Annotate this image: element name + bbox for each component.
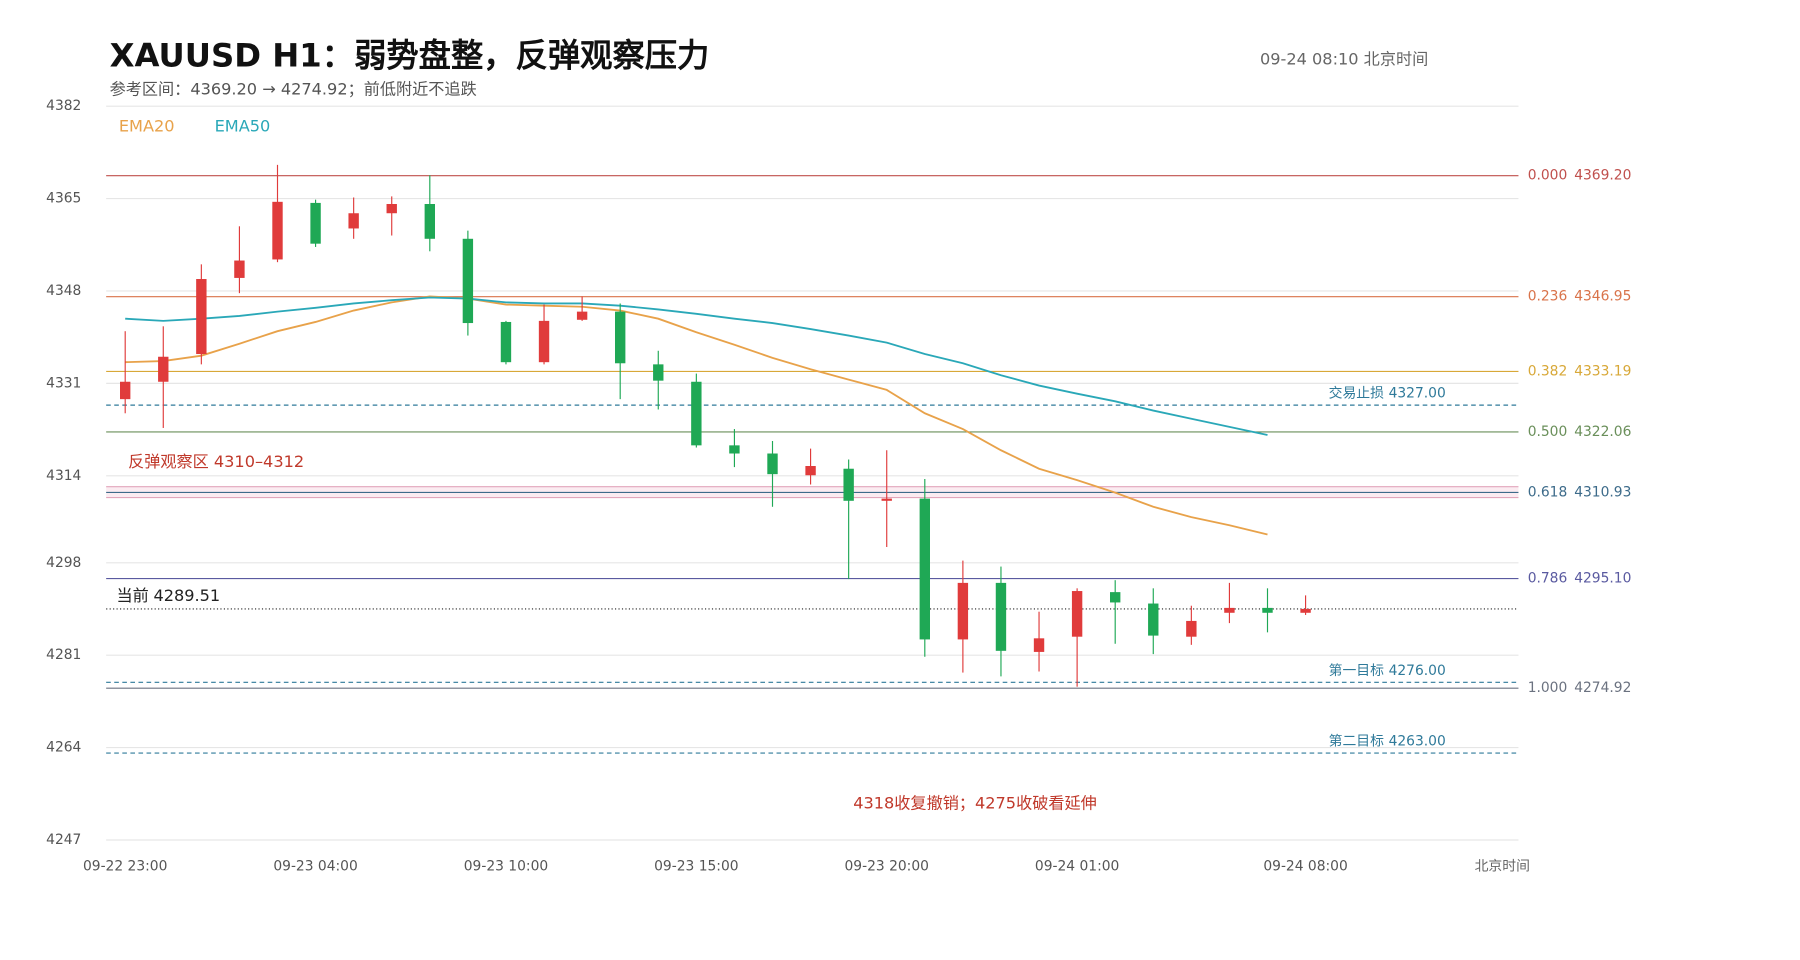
y-tick-label: 4298 xyxy=(46,555,81,571)
candle-body xyxy=(1110,592,1121,603)
candle-body xyxy=(272,201,283,260)
fib-ratio: 0.618 xyxy=(1528,484,1568,500)
candle-body xyxy=(348,213,359,229)
legend-entry: EMA50 xyxy=(215,116,271,135)
fib-price: 4333.19 xyxy=(1574,363,1631,379)
candle-body xyxy=(957,582,969,640)
zone-label: 反弹观察区 4310–4312 xyxy=(128,452,304,471)
legend-entry: EMA20 xyxy=(119,116,175,135)
candle-body xyxy=(386,204,397,214)
y-tick-label: 4247 xyxy=(46,832,81,848)
x-tick-label: 09-22 23:00 xyxy=(83,859,167,875)
fib-price: 4274.92 xyxy=(1574,680,1631,696)
y-tick-label: 4382 xyxy=(46,98,81,114)
trade-level-price: 4263.00 xyxy=(1389,733,1446,749)
candle-body xyxy=(653,364,664,381)
x-tick-label: 09-23 10:00 xyxy=(464,859,548,875)
candle-body xyxy=(310,202,321,244)
y-tick-label: 4264 xyxy=(46,740,81,756)
y-tick-label: 4331 xyxy=(46,375,81,391)
fib-ratio: 0.786 xyxy=(1528,571,1568,587)
candle-body xyxy=(576,311,588,320)
trade-level-label: 第二目标 4263.00 xyxy=(1329,732,1446,749)
candle-body xyxy=(691,381,702,446)
y-tick-label: 4314 xyxy=(46,468,81,484)
candle-body xyxy=(881,498,892,501)
trade-level-name: 交易止损 xyxy=(1329,385,1384,402)
candle-body xyxy=(158,356,169,382)
fib-label: 0.618 4310.93 xyxy=(1528,484,1632,500)
fib-label: 1.000 4274.92 xyxy=(1528,680,1632,696)
trade-level-price: 4327.00 xyxy=(1389,386,1446,402)
candle-body xyxy=(424,204,435,239)
fib-price: 4295.10 xyxy=(1574,571,1631,587)
y-tick-label: 4281 xyxy=(46,647,81,663)
candle-body xyxy=(1224,607,1235,613)
candle-body xyxy=(1186,620,1197,637)
candle-body xyxy=(120,381,131,400)
x-tick-label: 09-24 08:00 xyxy=(1263,859,1347,875)
candle-body xyxy=(1033,638,1045,652)
x-tick-label: 09-23 20:00 xyxy=(845,859,929,875)
fib-label: 0.000 4369.20 xyxy=(1528,168,1632,184)
fib-price: 4322.06 xyxy=(1574,424,1631,440)
candle-body xyxy=(1300,608,1311,613)
fib-label: 0.236 4346.95 xyxy=(1528,289,1632,305)
fib-ratio: 1.000 xyxy=(1528,680,1568,696)
ema-line xyxy=(125,295,1268,536)
candle-body xyxy=(843,468,854,501)
y-tick-label: 4365 xyxy=(46,191,81,207)
current-price-label: 当前 4289.51 xyxy=(117,586,221,605)
chart-subtitle: 参考区间：4369.20 → 4274.92；前低附近不追跌 xyxy=(110,80,477,99)
note: 4318收复撤销；4275收破看延伸 xyxy=(853,794,1097,813)
candle-body xyxy=(1262,607,1273,613)
candle-body xyxy=(234,260,245,278)
trade-level-name: 第二目标 xyxy=(1329,732,1384,749)
timestamp: 09-24 08:10 北京时间 xyxy=(1260,50,1428,69)
candle-body xyxy=(615,311,626,364)
candle-body xyxy=(919,498,930,640)
candle-body xyxy=(1148,603,1159,636)
fib-ratio: 0.236 xyxy=(1528,289,1568,305)
fib-price: 4346.95 xyxy=(1574,289,1631,305)
x-tick-label: 09-23 04:00 xyxy=(273,859,357,875)
candle-body xyxy=(1071,591,1083,637)
candle-body xyxy=(538,320,550,363)
candle-body xyxy=(462,238,474,324)
current-value: 4289.51 xyxy=(153,586,220,605)
x-tick-label: 09-24 01:00 xyxy=(1035,859,1119,875)
chart-title: XAUUSD H1：弱势盘整，反弹观察压力 xyxy=(110,37,710,75)
candle-body xyxy=(729,445,740,454)
y-tick-label: 4348 xyxy=(46,283,81,299)
candle-body xyxy=(767,453,778,475)
x-tick-label: 09-23 15:00 xyxy=(654,859,738,875)
candle-body xyxy=(805,466,816,476)
x-axis-unit: 北京时间 xyxy=(1475,859,1530,875)
candle-body xyxy=(500,321,512,363)
current-name: 当前 xyxy=(117,586,149,605)
ema-line xyxy=(125,296,1268,436)
fib-price: 4369.20 xyxy=(1574,168,1631,184)
fib-label: 0.382 4333.19 xyxy=(1528,363,1632,379)
fib-price: 4310.93 xyxy=(1574,484,1631,500)
candle-body xyxy=(995,582,1007,651)
fib-label: 0.500 4322.06 xyxy=(1528,424,1632,440)
fib-ratio: 0.500 xyxy=(1528,424,1568,440)
fib-ratio: 0.000 xyxy=(1528,168,1568,184)
trade-level-price: 4276.00 xyxy=(1389,663,1446,679)
trade-level-label: 交易止损 4327.00 xyxy=(1329,385,1446,402)
trade-level-label: 第一目标 4276.00 xyxy=(1329,662,1446,679)
fib-label: 0.786 4295.10 xyxy=(1528,571,1632,587)
trade-level-name: 第一目标 xyxy=(1329,662,1384,679)
fib-ratio: 0.382 xyxy=(1528,363,1568,379)
candle-body xyxy=(196,279,207,355)
